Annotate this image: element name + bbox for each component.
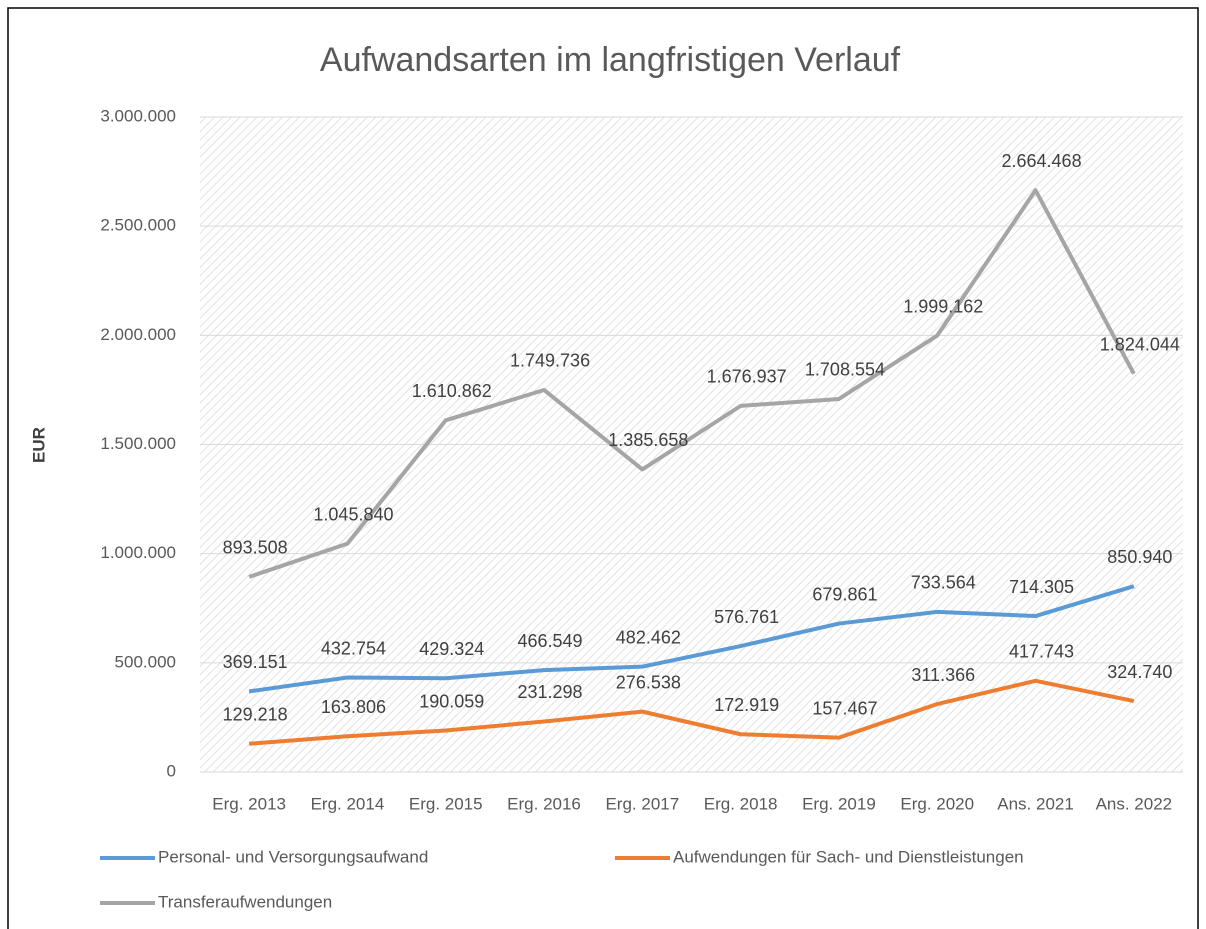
y-tick-label: 0 (167, 761, 176, 780)
x-tick-label: Erg. 2016 (507, 794, 581, 813)
x-tick-label: Erg. 2019 (802, 794, 876, 813)
data-label: 157.467 (812, 698, 877, 718)
x-tick-label: Erg. 2017 (605, 794, 679, 813)
y-tick-label: 2.000.000 (100, 325, 176, 344)
data-label: 417.743 (1009, 642, 1074, 662)
x-tick-label: Erg. 2014 (311, 794, 385, 813)
y-axis-label: EUR (29, 427, 48, 463)
data-label: 1.385.658 (608, 430, 688, 450)
legend-label: Personal- und Versorgungsaufwand (158, 847, 428, 866)
data-label: 576.761 (714, 607, 779, 627)
x-tick-label: Erg. 2015 (409, 794, 483, 813)
data-label: 1.708.554 (805, 360, 885, 380)
data-label: 1.824.044 (1100, 335, 1180, 355)
data-label: 190.059 (419, 691, 484, 711)
data-label: 714.305 (1009, 577, 1074, 597)
data-label: 1.045.840 (313, 504, 393, 524)
series-line (248, 584, 1135, 694)
series-line (248, 678, 1135, 746)
frame (7, 7, 1199, 929)
y-tick-label: 1.500.000 (100, 434, 176, 453)
data-label: 369.151 (223, 652, 288, 672)
series-line (248, 188, 1136, 579)
data-label: 679.861 (812, 584, 877, 604)
data-label: 893.508 (223, 538, 288, 558)
data-label: 733.564 (911, 573, 976, 593)
data-label: 163.806 (321, 697, 386, 717)
data-label: 432.754 (321, 638, 386, 658)
data-label: 1.676.937 (707, 367, 787, 387)
y-tick-label: 2.500.000 (100, 216, 176, 235)
data-label: 1.999.162 (903, 296, 983, 316)
data-label: 129.218 (223, 705, 288, 725)
data-label: 1.610.862 (412, 381, 492, 401)
data-label: 482.462 (616, 627, 681, 647)
data-label: 2.664.468 (1002, 151, 1082, 171)
x-tick-label: Ans. 2021 (997, 794, 1074, 813)
x-tick-label: Erg. 2018 (704, 794, 778, 813)
data-label: 466.549 (518, 631, 583, 651)
data-label: 231.298 (518, 682, 583, 702)
x-tick-label: Erg. 2020 (900, 794, 974, 813)
data-label: 311.366 (911, 665, 975, 685)
data-label: 324.740 (1107, 662, 1172, 682)
y-tick-label: 500.000 (115, 652, 176, 671)
data-label: 1.749.736 (510, 351, 590, 371)
data-label: 276.538 (616, 672, 681, 692)
data-label: 429.324 (419, 639, 484, 659)
legend-label: Transferaufwendungen (158, 892, 332, 911)
x-tick-label: Erg. 2013 (212, 794, 286, 813)
legend-label: Aufwendungen für Sach- und Dienstleistun… (673, 847, 1024, 866)
data-label: 850.940 (1107, 547, 1172, 567)
y-tick-label: 3.000.000 (100, 106, 176, 125)
chart-title: Aufwandsarten im langfristigen Verlauf (320, 41, 901, 79)
y-tick-label: 1.000.000 (100, 543, 176, 562)
x-tick-label: Ans. 2022 (1096, 794, 1173, 813)
data-label: 172.919 (714, 695, 779, 715)
